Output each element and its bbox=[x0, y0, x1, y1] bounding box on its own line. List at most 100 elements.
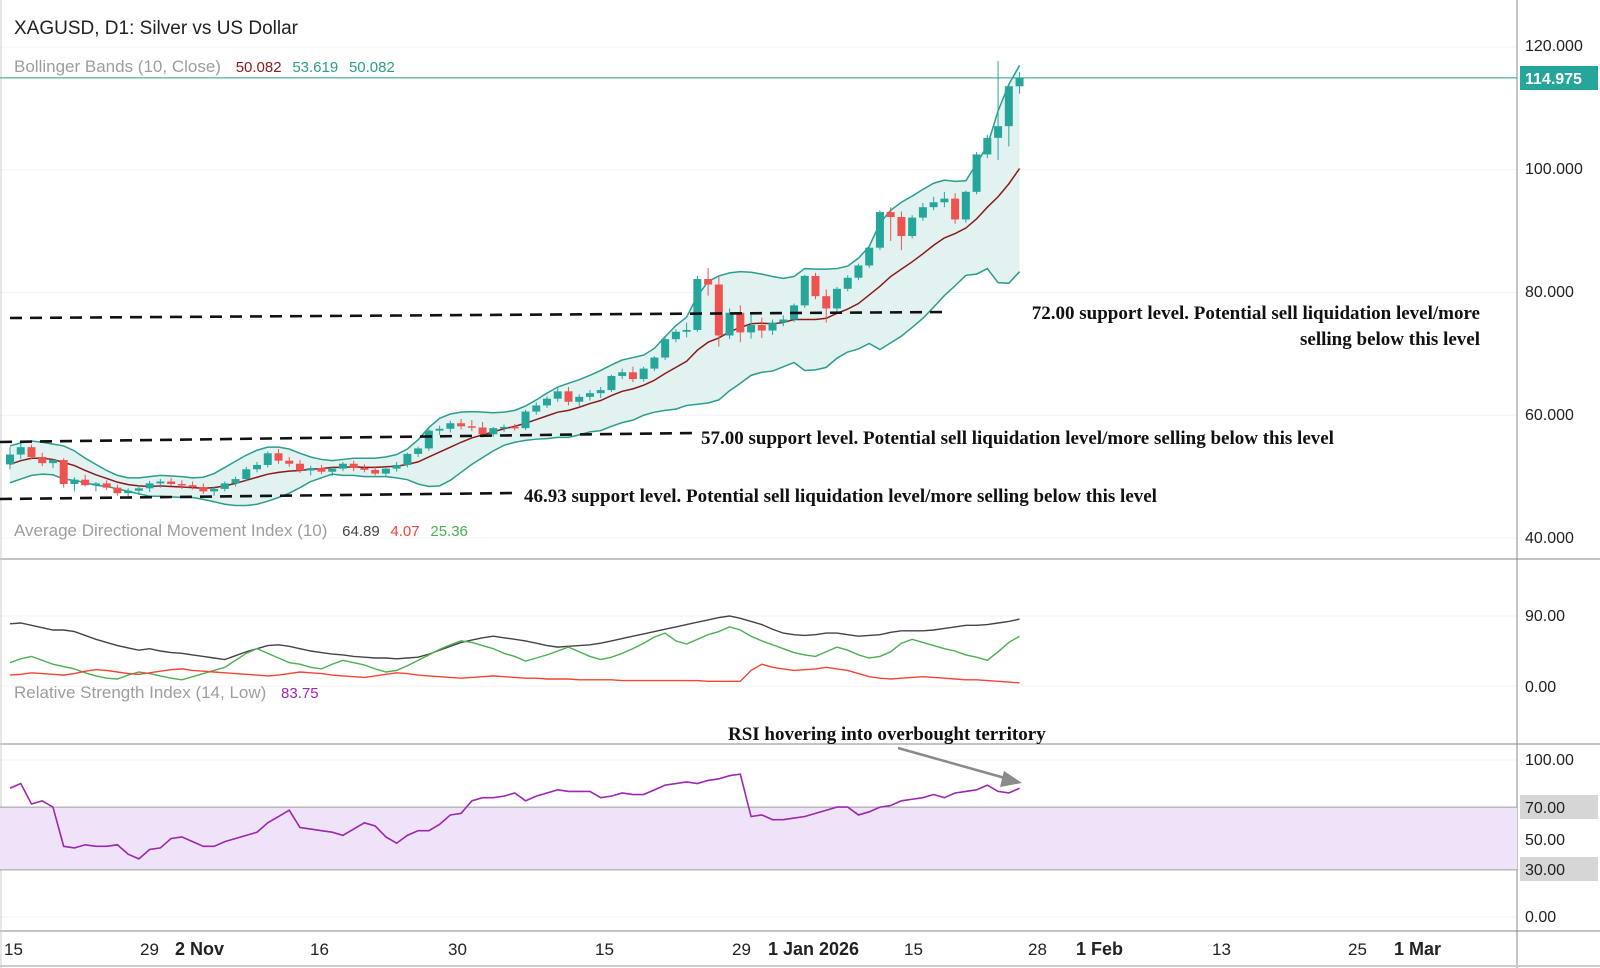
support-72-line bbox=[9, 310, 949, 320]
candle bbox=[306, 465, 315, 476]
price-tick-100: 100.000 bbox=[1525, 161, 1583, 178]
candle-body bbox=[134, 488, 143, 491]
candle bbox=[553, 387, 562, 402]
time-label-4: 30 bbox=[448, 940, 467, 959]
support-72-label-line2: selling below this level bbox=[1300, 329, 1480, 350]
candle-body bbox=[865, 247, 874, 266]
candle-body bbox=[231, 479, 240, 484]
rsi-legend: Relative Strength Index (14, Low) 83.75 bbox=[14, 683, 319, 702]
candle-body bbox=[725, 312, 734, 336]
candle bbox=[467, 420, 476, 432]
candle bbox=[779, 315, 788, 327]
annotations bbox=[0, 310, 1022, 787]
candle-body bbox=[951, 198, 960, 220]
candle bbox=[661, 337, 670, 361]
plus-di-line bbox=[9, 626, 1020, 681]
candle-body bbox=[403, 453, 412, 465]
bb-legend-v3: 50.082 bbox=[349, 59, 395, 76]
candle bbox=[682, 322, 691, 338]
candle-body bbox=[800, 275, 809, 306]
time-label-9: 28 bbox=[1028, 940, 1047, 959]
candle bbox=[811, 272, 820, 300]
candle-body bbox=[961, 191, 970, 220]
candle bbox=[349, 460, 358, 472]
candle bbox=[199, 483, 208, 494]
candle-body bbox=[113, 487, 122, 494]
candle-body bbox=[521, 411, 530, 429]
candle bbox=[231, 476, 240, 487]
candle-body bbox=[414, 448, 423, 454]
candle bbox=[457, 418, 466, 430]
candle-body bbox=[242, 469, 251, 480]
candle-body bbox=[886, 212, 895, 218]
rsi-arrow-head bbox=[1000, 771, 1022, 787]
minus-di-line bbox=[9, 663, 1020, 684]
candle bbox=[188, 481, 197, 490]
candle-body bbox=[897, 217, 906, 237]
price-tick-80: 80.000 bbox=[1525, 284, 1574, 301]
candle-body bbox=[145, 483, 154, 489]
candle bbox=[532, 402, 541, 415]
candle-body bbox=[338, 463, 347, 469]
time-label-11: 13 bbox=[1212, 940, 1231, 959]
candle-body bbox=[575, 396, 584, 402]
rsi-legend-v1: 83.75 bbox=[281, 685, 319, 702]
candle bbox=[392, 461, 401, 472]
adx-lines bbox=[9, 615, 1020, 684]
bb-legend-v1: 50.082 bbox=[236, 59, 282, 76]
adx-legend-v1: 64.89 bbox=[342, 523, 380, 540]
candle-body bbox=[757, 325, 766, 331]
candle-body bbox=[349, 463, 358, 469]
candle-body bbox=[285, 460, 294, 464]
candle-body bbox=[682, 329, 691, 332]
candle bbox=[59, 458, 68, 488]
candle bbox=[328, 466, 337, 477]
candle bbox=[747, 313, 756, 339]
candle bbox=[714, 276, 723, 347]
candle-body bbox=[124, 490, 133, 494]
adx-legend-v2: 4.07 bbox=[390, 523, 419, 540]
candle bbox=[650, 356, 659, 372]
candle bbox=[145, 480, 154, 492]
adx-line bbox=[9, 615, 1020, 661]
candle bbox=[285, 456, 294, 467]
candle-body bbox=[553, 391, 562, 399]
candle bbox=[253, 461, 262, 473]
candle-body bbox=[543, 398, 551, 406]
time-label-12: 25 bbox=[1348, 940, 1367, 959]
candle bbox=[38, 452, 47, 467]
candle bbox=[736, 305, 745, 343]
candle bbox=[607, 374, 616, 392]
candle bbox=[897, 211, 906, 251]
rsi-tick-50: 50.00 bbox=[1525, 832, 1565, 849]
bb-legend-v2: 53.619 bbox=[292, 59, 338, 76]
candle bbox=[414, 446, 423, 457]
candlesticks[interactable] bbox=[6, 61, 1024, 499]
price-tick-40: 40.000 bbox=[1525, 530, 1574, 547]
candle-body bbox=[596, 390, 605, 394]
rsi-badge-30-bg bbox=[1520, 857, 1598, 881]
candle-body bbox=[188, 485, 197, 488]
candle-body bbox=[199, 487, 208, 492]
candle bbox=[693, 275, 702, 332]
candle-body bbox=[693, 278, 702, 330]
candle-body bbox=[392, 464, 401, 469]
candle bbox=[489, 426, 498, 437]
time-label-6: 29 bbox=[732, 940, 751, 959]
rsi-polyline bbox=[9, 773, 1020, 860]
candle-body bbox=[661, 339, 670, 358]
candle bbox=[220, 481, 229, 492]
candle-body bbox=[38, 456, 47, 464]
candle-body bbox=[854, 265, 863, 278]
candle-body bbox=[994, 126, 1003, 138]
rsi-badge-70-bg bbox=[1520, 795, 1598, 819]
candle bbox=[48, 458, 57, 469]
candle-body bbox=[27, 447, 36, 457]
time-label-3: 16 bbox=[310, 940, 329, 959]
candle-body bbox=[908, 217, 917, 237]
candle-body bbox=[940, 198, 949, 203]
candle bbox=[800, 274, 809, 308]
candle-body bbox=[381, 468, 390, 474]
candle bbox=[371, 466, 380, 476]
candle-body bbox=[875, 212, 884, 248]
